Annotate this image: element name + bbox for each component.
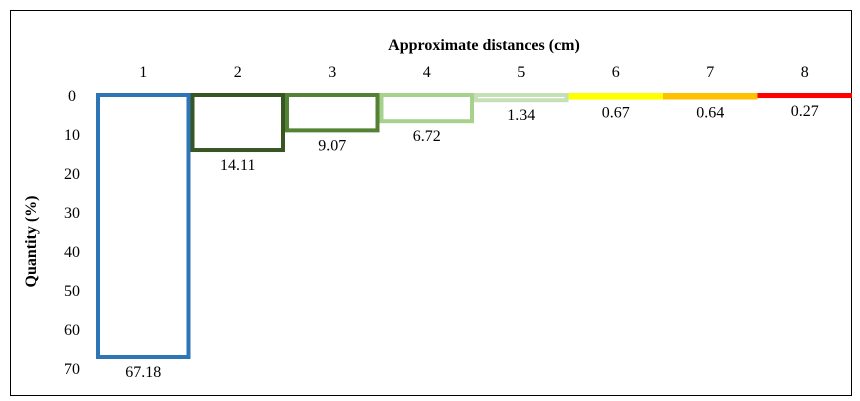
x-tick-label: 1: [139, 64, 147, 81]
y-axis-ticks: 0 10 20 30 40 50 60 70: [64, 88, 80, 378]
x-tick-label: 3: [328, 64, 336, 81]
data-label: 1.34: [507, 107, 535, 124]
x-tick-label: 2: [234, 64, 242, 81]
y-tick-label: 70: [64, 361, 80, 378]
bar: [663, 93, 758, 100]
data-label: 67.18: [125, 364, 161, 381]
bar: [474, 93, 569, 103]
bars: [96, 93, 852, 360]
data-label: 0.67: [602, 105, 630, 122]
chart-area: [10, 10, 852, 396]
y-tick-label: 60: [64, 322, 80, 339]
bar: [190, 93, 285, 153]
x-tick-label: 4: [423, 64, 431, 81]
x-axis-ticks: 1 2 3 4 5 6 7 8: [139, 64, 809, 81]
data-label: 14.11: [220, 157, 255, 174]
data-label: 0.64: [696, 104, 724, 121]
data-label: 9.07: [318, 137, 346, 154]
x-tick-label: 6: [612, 64, 620, 81]
bar: [285, 93, 380, 133]
y-tick-label: 0: [68, 88, 76, 105]
x-tick-label: 8: [801, 64, 809, 81]
y-tick-label: 40: [64, 244, 80, 261]
bar: [757, 93, 852, 99]
y-tick-label: 10: [64, 127, 80, 144]
y-tick-label: 30: [64, 205, 80, 222]
data-labels: 67.18 14.11 9.07 6.72 1.34 0.67 0.64 0.27: [125, 103, 819, 381]
data-label: 6.72: [413, 128, 441, 145]
x-tick-label: 7: [706, 64, 714, 81]
bar: [568, 93, 663, 100]
x-axis-title: Approximate distances (cm): [388, 37, 580, 54]
bar: [379, 93, 474, 124]
data-label: 0.27: [791, 103, 819, 120]
y-axis-title: Quantity (%): [23, 196, 40, 288]
x-tick-label: 5: [517, 64, 525, 81]
y-tick-label: 20: [64, 166, 80, 183]
y-tick-label: 50: [64, 283, 80, 300]
bar: [96, 93, 191, 360]
